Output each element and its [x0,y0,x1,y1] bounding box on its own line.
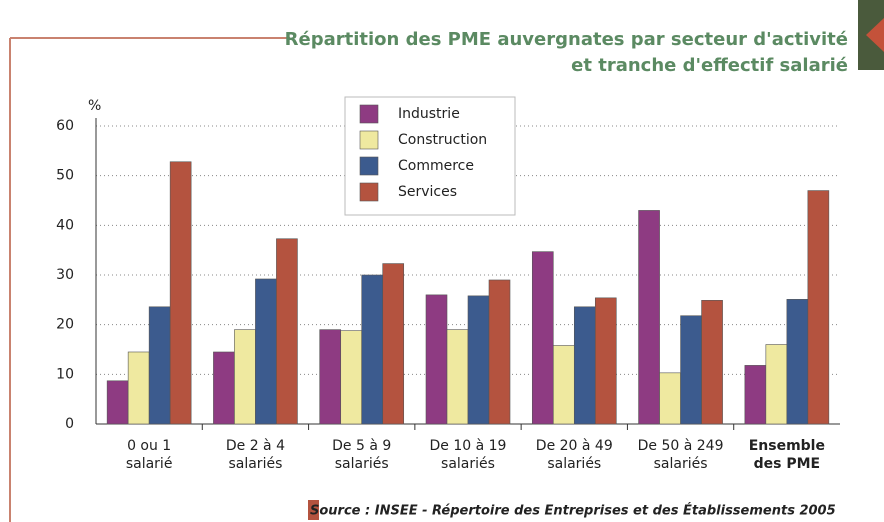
bar [255,278,277,425]
y-tick-label: 20 [56,317,74,333]
bar [594,297,617,425]
x-tick-label: salarié [126,456,173,472]
bar [361,274,384,425]
source-marker [308,500,319,520]
bar [531,251,554,425]
bar [659,372,681,425]
bar [148,306,171,425]
x-tick-label: De 10 à 19 [430,438,507,454]
legend-label: Services [398,184,457,200]
bar [106,380,129,425]
y-tick-label: 10 [56,366,74,382]
source: Source : INSEE - Répertoire des Entrepri… [310,503,836,519]
x-tick-label: salariés [441,456,495,472]
bar [382,263,405,425]
bar [701,300,723,425]
bar [488,279,511,425]
bar [765,344,788,425]
y-tick-label: 0 [65,416,74,432]
bar [786,299,809,425]
legend-label: Construction [398,132,487,148]
x-tick-label: Ensemble [749,438,825,454]
bar [446,329,469,425]
bar [340,330,363,425]
y-axis-label: % [88,98,101,114]
bar [127,351,150,425]
x-tick-label: salariés [654,456,708,472]
bar [213,351,235,425]
x-tick-label: 0 ou 1 [127,438,171,454]
x-tick-label: des PME [754,456,820,472]
x-tick-label: salariés [547,456,601,472]
legend-swatch [359,156,379,176]
bar [276,238,298,425]
y-tick-label: 40 [56,217,74,233]
chart-title: Répartition des PME auvergnates par sect… [285,29,848,50]
y-tick-label: 30 [56,267,74,283]
x-tick-label: De 2 à 4 [226,438,285,454]
x-tick-label: salariés [335,456,389,472]
legend-swatch [359,104,379,124]
legend-label: Commerce [398,158,474,174]
bar [638,210,660,425]
bar [234,329,256,425]
bar [425,294,448,425]
legend-label: Industrie [398,106,460,122]
corner-arrow [866,18,884,52]
bar [319,329,342,425]
bar [807,190,830,425]
x-tick-label: De 5 à 9 [332,438,391,454]
bar [573,306,596,425]
legend-swatch [359,130,379,150]
bar [552,345,575,425]
x-tick-label: salariés [228,456,282,472]
bar [169,161,192,425]
bar [467,295,490,425]
y-tick-label: 50 [56,168,74,184]
y-tick-label: 60 [56,118,74,134]
bar [680,315,702,425]
x-tick-label: De 20 à 49 [536,438,613,454]
chart-title: et tranche d'effectif salarié [571,55,848,76]
x-tick-label: De 50 à 249 [638,438,724,454]
legend-swatch [359,182,379,202]
bar [744,365,767,425]
